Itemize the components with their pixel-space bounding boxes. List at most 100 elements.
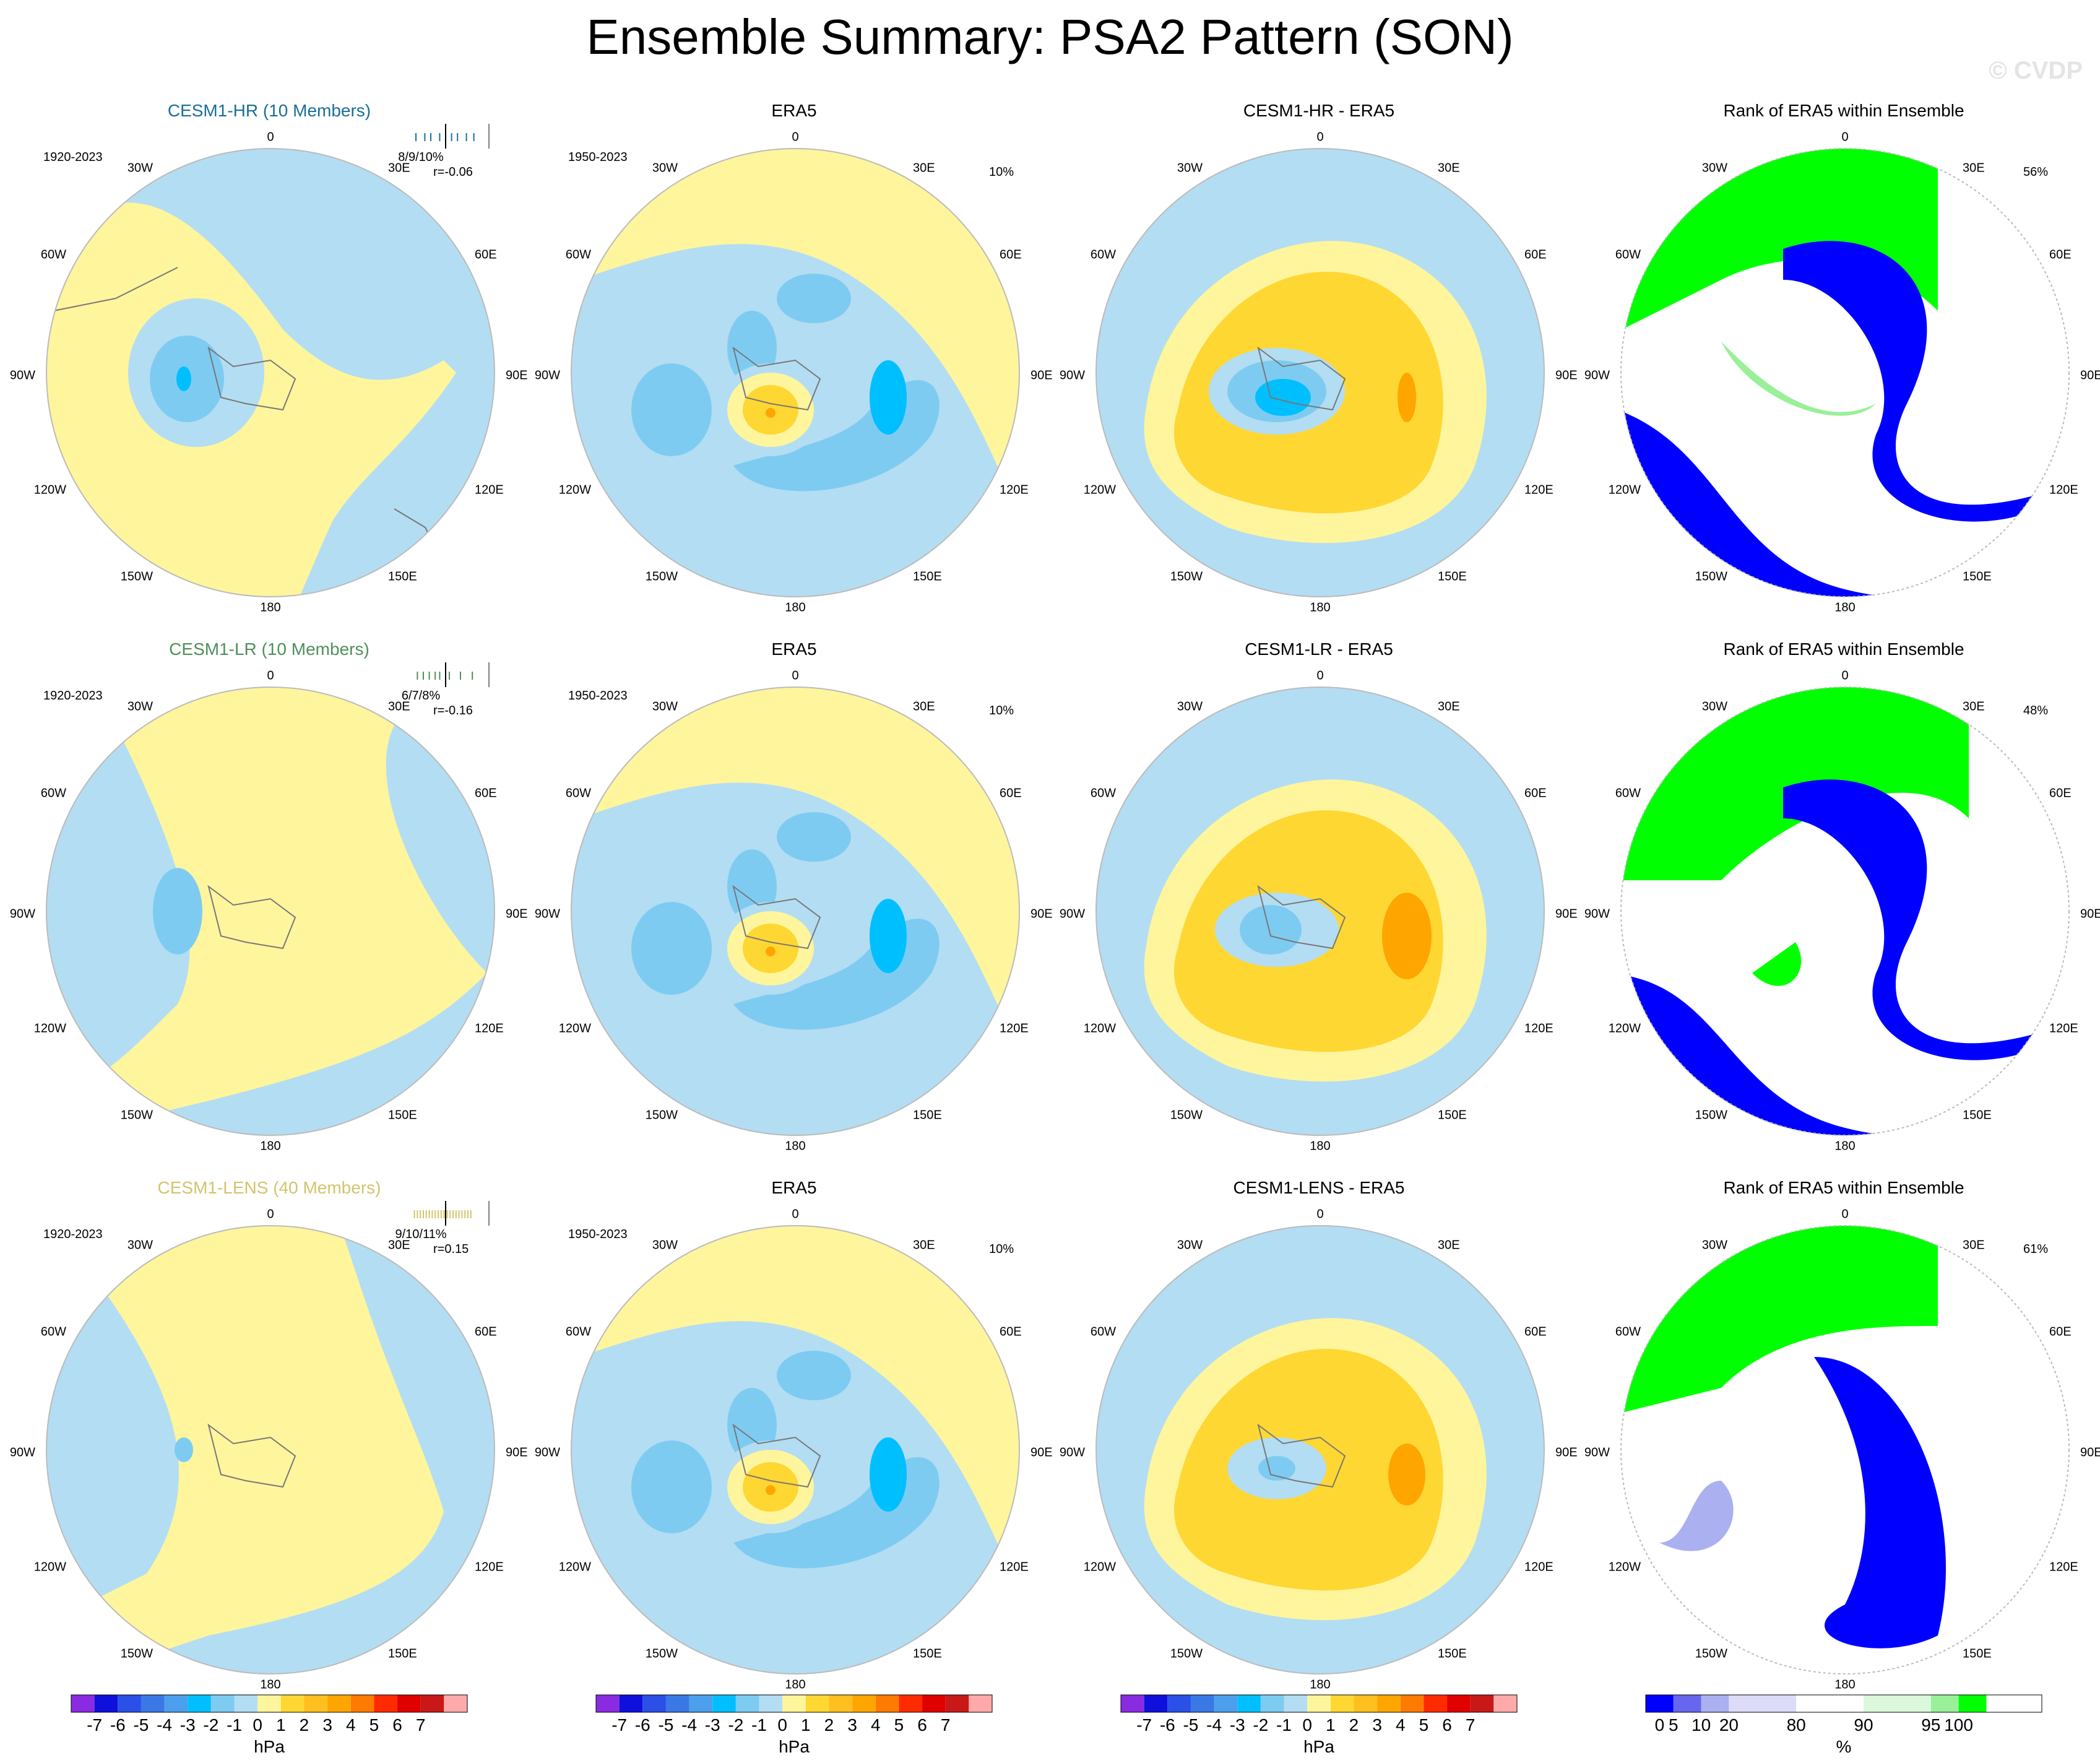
colorbar-tick-label: -6: [110, 1715, 126, 1735]
lon-label: 120W: [1084, 1560, 1116, 1574]
map: 0 30W 30E 60W 60E 90W 90E 120W 120E 150W 150E 180: [10, 669, 528, 1153]
colorbar-tick-label: 10: [1692, 1715, 1711, 1735]
colorbar-tick-label: -4: [157, 1715, 172, 1735]
colorbar-swatch: [875, 1695, 899, 1712]
lon-label: 0: [1841, 669, 1848, 682]
lon-label: 120W: [34, 483, 66, 496]
colorbar-tick-label: 0: [1302, 1715, 1312, 1735]
colorbar-swatch: [1190, 1695, 1214, 1712]
rank-title: Rank of ERA5 within Ensemble: [1723, 1178, 1964, 1197]
colorbar-swatch: [759, 1695, 783, 1712]
lon-label: 180: [1834, 1139, 1855, 1153]
rank-panel-row-1: Rank of ERA5 within Ensemble 56% 0 30W 30E…: [1584, 101, 2100, 614]
colorbar-frame: [1120, 1694, 1518, 1713]
lon-label: 180: [260, 1678, 280, 1691]
colorbar-tick-label: 1: [801, 1715, 811, 1735]
corr-label: r=-0.06: [433, 165, 473, 179]
lon-label: 120E: [1524, 1560, 1553, 1574]
period-label: 1950-2023: [568, 150, 628, 164]
lon-label: 30E: [1438, 161, 1460, 175]
colorbar-tick-label: -6: [1160, 1715, 1175, 1735]
lon-label: 30W: [1702, 161, 1727, 175]
lon-label: 180: [1310, 1678, 1330, 1691]
lon-label: 120W: [559, 483, 591, 496]
colorbar-tick-label: 100: [1944, 1715, 1973, 1735]
lon-label: 120E: [1000, 483, 1029, 496]
colorbar-swatch: [1701, 1695, 1729, 1712]
lon-label: 90E: [506, 1445, 528, 1459]
lon-label: 150E: [913, 1108, 942, 1122]
colorbar-tick-label: -4: [1206, 1715, 1222, 1735]
ensemble-spread-ticks: [417, 662, 490, 687]
colorbar-swatch: [1447, 1695, 1471, 1712]
lon-label: 90E: [506, 368, 528, 382]
obs-panel-row-3: ERA5 1950-2023 10% 0 30W 30E 60W 60E 90W 90E 12…: [535, 1178, 1053, 1691]
lon-label: 150W: [1170, 1647, 1203, 1660]
rank-panel-row-2: Rank of ERA5 within Ensemble 48% 0 30W 30E…: [1584, 639, 2100, 1153]
lon-label: 60W: [566, 786, 591, 800]
lon-label: 150W: [646, 1108, 678, 1122]
lon-label: 30E: [913, 161, 935, 175]
diff-panel-row-3: CESM1-LENS - ERA5 0 30W 30E 60W 60E 90W 90E 120…: [1060, 1178, 1578, 1691]
colorbar-tick-label: -2: [728, 1715, 743, 1735]
colorbar-frame: [595, 1694, 993, 1713]
lon-label: 60W: [1091, 786, 1116, 800]
colorbar-tick-label: -1: [751, 1715, 767, 1735]
map: 0 30W 30E 60W 60E 90W 90E 120W 120E 150W 150E 180: [535, 130, 1053, 614]
colorbar-tick-label: -3: [705, 1715, 720, 1735]
colorbar-swatch: [1930, 1695, 1959, 1712]
colorbar-swatch: [164, 1695, 188, 1712]
lon-label: 0: [1316, 130, 1323, 144]
colorbar-swatch: [899, 1695, 923, 1712]
lon-label: 90W: [10, 1445, 35, 1459]
colorbar-tick-label: 0: [1655, 1715, 1665, 1735]
lon-label: 30W: [652, 1238, 678, 1252]
obs-panel-row-1: ERA5 1950-2023 10% 0 30W 30E 60W 60E 90W 90E 12…: [535, 101, 1053, 614]
map: 0 30W 30E 60W 60E 90W 90E 120W 120E 150W 150E 180: [1584, 669, 2100, 1153]
lon-label: 90W: [535, 368, 560, 382]
lon-label: 150W: [1695, 1647, 1727, 1660]
period-label: 1920-2023: [43, 689, 103, 703]
colorbar-tick-label: -1: [1276, 1715, 1292, 1735]
lon-label: 120E: [475, 483, 504, 496]
colorbar-tick-label: 7: [941, 1715, 951, 1735]
lon-label: 150W: [1170, 1108, 1203, 1122]
colorbar-tick-label: 1: [1326, 1715, 1336, 1735]
lon-label: 90W: [1060, 368, 1085, 382]
lon-label: 120W: [1084, 1021, 1116, 1035]
colorbar-swatch: [1330, 1695, 1354, 1712]
colorbar-tick-label: -3: [1230, 1715, 1245, 1735]
colorbar-tick-label: 2: [300, 1715, 309, 1735]
colorbar-swatch: [140, 1695, 165, 1712]
lon-label: 120E: [1524, 483, 1553, 496]
lon-label: 150E: [913, 570, 942, 583]
colorbar-tick-label: -3: [180, 1715, 196, 1735]
map: 0 30W 30E 60W 60E 90W 90E 120W 120E 150W 150E 180: [535, 1207, 1053, 1691]
colorbar-swatch: [852, 1695, 876, 1712]
diff-panel-row-1: CESM1-HR - ERA5 0 30W 30E 60W 60E 90W 90E 120W 1…: [1060, 101, 1578, 614]
colorbar-tick-label: -7: [611, 1715, 627, 1735]
colorbar-tick-label: 95: [1921, 1715, 1940, 1735]
model-panel-row-2: CESM1-LR (10 Members) 1920-2023 6/7/8% r…: [10, 639, 528, 1153]
colorbar-swatch: [94, 1695, 118, 1712]
colorbar-swatch: [619, 1695, 643, 1712]
colorbar-swatch: [1167, 1695, 1191, 1712]
lon-label: 150E: [388, 570, 417, 583]
colorbar-swatch: [1493, 1695, 1517, 1712]
lon-label: 90W: [535, 907, 560, 920]
lon-label: 150E: [1963, 1647, 1992, 1660]
colorbar-swatch: [1470, 1695, 1494, 1712]
colorbar-unit: hPa: [254, 1737, 285, 1756]
colorbar-swatch: [188, 1695, 211, 1712]
colorbar-tick-label: -5: [133, 1715, 149, 1735]
lon-label: 60W: [1615, 1325, 1641, 1338]
model-panel-row-3: CESM1-LENS (40 Members) 1920-2023 9/10/1…: [10, 1178, 528, 1691]
lon-label: 60E: [1000, 1325, 1022, 1338]
obs-title: ERA5: [771, 101, 816, 120]
colorbar-tick-label: 3: [847, 1715, 857, 1735]
lon-label: 60E: [475, 786, 497, 800]
colorbar-swatch: [1377, 1695, 1401, 1712]
colorbar-tick-label: 0: [777, 1715, 787, 1735]
colorbar-swatch: [805, 1695, 829, 1712]
lon-label: 180: [1834, 1678, 1855, 1691]
